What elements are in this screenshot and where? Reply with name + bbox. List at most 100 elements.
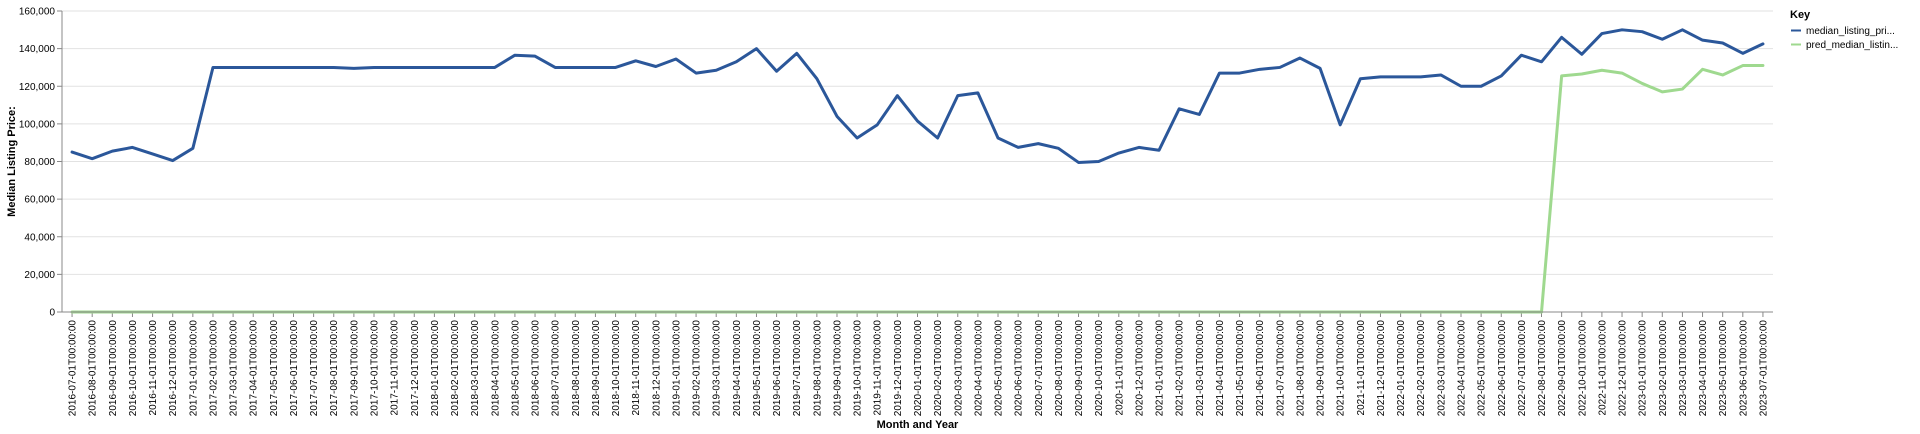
x-tick-label: 2023-06-01T00:00:00 <box>1738 320 1749 417</box>
x-tick-label: 2021-09-01T00:00:00 <box>1316 320 1327 417</box>
y-tick-label: 60,000 <box>24 195 55 206</box>
x-tick-label: 2022-10-01T00:00:00 <box>1577 320 1588 417</box>
gridlines <box>62 10 1773 313</box>
y-tick-label: 20,000 <box>24 270 55 281</box>
x-tick-label: 2018-12-01T00:00:00 <box>651 320 662 417</box>
x-tick-label: 2021-07-01T00:00:00 <box>1275 320 1286 417</box>
x-tick-label: 2017-05-01T00:00:00 <box>269 320 280 417</box>
x-tick-label: 2022-01-01T00:00:00 <box>1396 320 1407 417</box>
x-tick-label: 2019-03-01T00:00:00 <box>712 320 723 417</box>
x-tick-label: 2020-10-01T00:00:00 <box>1094 320 1105 417</box>
legend-title: Key <box>1790 9 1811 21</box>
x-tick-label: 2019-02-01T00:00:00 <box>692 320 703 417</box>
x-tick-label: 2023-01-01T00:00:00 <box>1638 320 1649 417</box>
x-tick-label: 2019-01-01T00:00:00 <box>671 320 682 417</box>
x-tick-label: 2019-05-01T00:00:00 <box>752 320 763 417</box>
legend-label: median_listing_pri... <box>1806 26 1895 37</box>
y-axis-title: Median Listing Price: <box>6 106 18 217</box>
x-tick-label: 2022-11-01T00:00:00 <box>1597 320 1608 416</box>
x-tick-label: 2018-07-01T00:00:00 <box>551 320 562 417</box>
x-tick-label: 2018-06-01T00:00:00 <box>531 320 542 417</box>
x-tick-label: 2022-03-01T00:00:00 <box>1436 320 1447 417</box>
y-tick-label: 140,000 <box>19 44 56 55</box>
x-tick-label: 2017-06-01T00:00:00 <box>289 320 300 417</box>
x-tick-label: 2023-03-01T00:00:00 <box>1678 320 1689 417</box>
x-tick-label: 2018-08-01T00:00:00 <box>571 320 582 417</box>
x-tick-label: 2020-03-01T00:00:00 <box>953 320 964 417</box>
x-tick-label: 2021-01-01T00:00:00 <box>1155 320 1166 417</box>
x-axis-ticks: 2016-07-01T00:00:00 2016-08-01T00:00:00 20… <box>68 312 1769 417</box>
x-tick-label: 2020-04-01T00:00:00 <box>973 320 984 417</box>
x-tick-label: 2020-01-01T00:00:00 <box>913 320 924 417</box>
x-tick-label: 2021-08-01T00:00:00 <box>1295 320 1306 417</box>
x-tick-label: 2019-09-01T00:00:00 <box>832 320 843 417</box>
x-tick-label: 2021-05-01T00:00:00 <box>1235 320 1246 417</box>
x-tick-label: 2022-04-01T00:00:00 <box>1456 320 1467 417</box>
x-tick-label: 2021-10-01T00:00:00 <box>1336 320 1347 417</box>
x-tick-label: 2020-05-01T00:00:00 <box>994 320 1005 417</box>
x-tick-label: 2023-05-01T00:00:00 <box>1718 320 1729 417</box>
x-tick-label: 2017-10-01T00:00:00 <box>370 320 381 417</box>
y-tick-label: 80,000 <box>24 157 55 168</box>
x-tick-label: 2022-07-01T00:00:00 <box>1517 320 1528 417</box>
y-tick-label: 100,000 <box>19 119 56 130</box>
x-tick-label: 2016-12-01T00:00:00 <box>168 320 179 417</box>
x-tick-label: 2018-01-01T00:00:00 <box>430 320 441 417</box>
x-tick-label: 2017-04-01T00:00:00 <box>249 320 260 417</box>
x-tick-label: 2019-07-01T00:00:00 <box>792 320 803 417</box>
x-tick-label: 2023-04-01T00:00:00 <box>1698 320 1709 417</box>
x-axis-title: Month and Year <box>877 419 959 431</box>
x-tick-label: 2016-09-01T00:00:00 <box>108 320 119 417</box>
y-tick-label: 40,000 <box>24 232 55 243</box>
x-tick-label: 2018-02-01T00:00:00 <box>450 320 461 417</box>
x-tick-label: 2020-09-01T00:00:00 <box>1074 320 1085 417</box>
x-tick-label: 2020-06-01T00:00:00 <box>1014 320 1025 417</box>
series-line-median-listing-pri <box>70 28 1765 164</box>
x-tick-label: 2016-11-01T00:00:00 <box>148 320 159 416</box>
x-tick-label: 2019-04-01T00:00:00 <box>732 320 743 417</box>
x-tick-label: 2021-02-01T00:00:00 <box>1175 320 1186 417</box>
x-tick-label: 2022-09-01T00:00:00 <box>1557 320 1568 417</box>
x-tick-label: 2018-09-01T00:00:00 <box>591 320 602 417</box>
x-tick-label: 2018-03-01T00:00:00 <box>470 320 481 417</box>
series-lines <box>70 28 1765 314</box>
y-tick-label: 0 <box>49 308 55 319</box>
x-tick-label: 2020-08-01T00:00:00 <box>1054 320 1065 417</box>
y-tick-label: 160,000 <box>19 7 56 18</box>
x-tick-label: 2019-11-01T00:00:00 <box>873 320 884 416</box>
x-tick-label: 2023-02-01T00:00:00 <box>1658 320 1669 417</box>
x-tick-label: 2016-07-01T00:00:00 <box>68 320 79 417</box>
x-tick-label: 2017-07-01T00:00:00 <box>309 320 320 417</box>
x-tick-label: 2016-10-01T00:00:00 <box>128 320 139 417</box>
x-tick-label: 2022-08-01T00:00:00 <box>1537 320 1548 417</box>
x-tick-label: 2022-06-01T00:00:00 <box>1497 320 1508 417</box>
x-tick-label: 2018-04-01T00:00:00 <box>490 320 501 417</box>
x-tick-label: 2017-02-01T00:00:00 <box>208 320 219 417</box>
legend: Key median_listing_pri... pred_median_lis… <box>1790 9 1898 51</box>
x-tick-label: 2016-08-01T00:00:00 <box>88 320 99 417</box>
x-tick-label: 2018-10-01T00:00:00 <box>611 320 622 417</box>
x-tick-label: 2022-12-01T00:00:00 <box>1618 320 1629 417</box>
x-tick-label: 2021-12-01T00:00:00 <box>1376 320 1387 417</box>
x-tick-label: 2020-07-01T00:00:00 <box>1034 320 1045 417</box>
x-tick-label: 2019-10-01T00:00:00 <box>853 320 864 417</box>
x-tick-label: 2021-06-01T00:00:00 <box>1255 320 1266 417</box>
x-tick-label: 2022-02-01T00:00:00 <box>1416 320 1427 417</box>
x-tick-label: 2019-12-01T00:00:00 <box>893 320 904 417</box>
series-line-pred-median-listin <box>70 64 1765 314</box>
x-tick-label: 2019-06-01T00:00:00 <box>772 320 783 417</box>
x-tick-label: 2018-11-01T00:00:00 <box>631 320 642 416</box>
y-tick-label: 120,000 <box>19 82 56 93</box>
x-tick-label: 2020-12-01T00:00:00 <box>1134 320 1145 417</box>
x-tick-label: 2020-02-01T00:00:00 <box>933 320 944 417</box>
x-tick-label: 2017-01-01T00:00:00 <box>188 320 199 417</box>
x-tick-label: 2019-08-01T00:00:00 <box>812 320 823 417</box>
x-tick-label: 2017-03-01T00:00:00 <box>229 320 240 417</box>
x-tick-label: 2021-11-01T00:00:00 <box>1356 320 1367 416</box>
x-tick-label: 2017-09-01T00:00:00 <box>349 320 360 417</box>
x-tick-label: 2020-11-01T00:00:00 <box>1114 320 1125 416</box>
x-tick-label: 2018-05-01T00:00:00 <box>510 320 521 417</box>
x-tick-label: 2017-08-01T00:00:00 <box>329 320 340 417</box>
x-tick-label: 2017-11-01T00:00:00 <box>390 320 401 416</box>
